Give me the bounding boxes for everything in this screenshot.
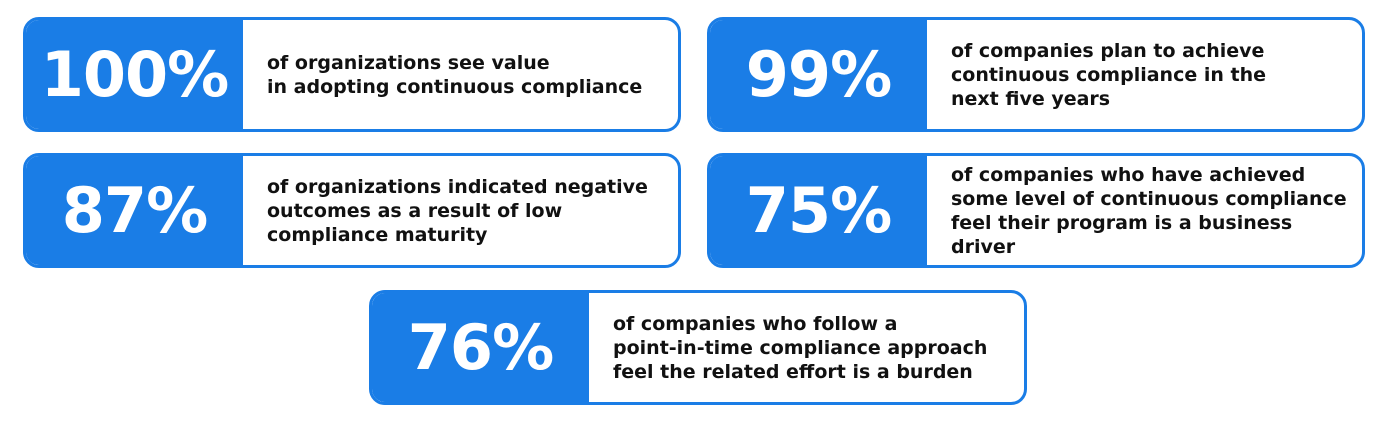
stat-description-line: of companies plan to achieve (951, 39, 1265, 62)
stat-description-line: continuous compliance in the (951, 63, 1266, 86)
stat-card-plan-continuous-compliance: 99% of companies plan to achieve continu… (707, 17, 1365, 132)
stat-card-negative-outcomes: 87% of organizations indicated negative … (23, 153, 681, 268)
stat-description-line: feel the related effort is a burden (613, 360, 973, 383)
stat-description-line: outcomes as a result of low (267, 199, 563, 222)
stat-value: 87% (26, 156, 243, 265)
stat-value: 76% (372, 293, 589, 402)
stat-description-line: point-in-time compliance approach (613, 336, 988, 359)
stat-description: of organizations see value in adopting c… (243, 20, 678, 129)
stat-card-business-driver: 75% of companies who have achieved some … (707, 153, 1365, 268)
stat-description-line: of companies who follow a (613, 312, 898, 335)
stat-description-line: in adopting continuous compliance (267, 75, 643, 98)
stat-description-line: compliance maturity (267, 223, 488, 246)
stat-card-effort-burden: 76% of companies who follow a point-in-t… (369, 290, 1027, 405)
stat-value: 100% (26, 20, 243, 129)
stat-description-line: of companies who have achieved (951, 163, 1306, 186)
stat-value: 99% (710, 20, 927, 129)
stat-description-line: feel their program is a business driver (951, 211, 1293, 258)
stat-description-line: some level of continuous compliance (951, 187, 1347, 210)
stat-description: of organizations indicated negative outc… (243, 156, 678, 265)
stat-card-organizations-see-value: 100% of organizations see value in adopt… (23, 17, 681, 132)
stat-description: of companies plan to achieve continuous … (927, 20, 1362, 129)
stat-description: of companies who follow a point-in-time … (589, 293, 1024, 402)
stat-value: 75% (710, 156, 927, 265)
stat-description-line: of organizations indicated negative (267, 175, 648, 198)
stat-description-line: next five years (951, 87, 1111, 110)
stat-description: of companies who have achieved some leve… (927, 156, 1362, 265)
stat-description-line: of organizations see value (267, 51, 550, 74)
